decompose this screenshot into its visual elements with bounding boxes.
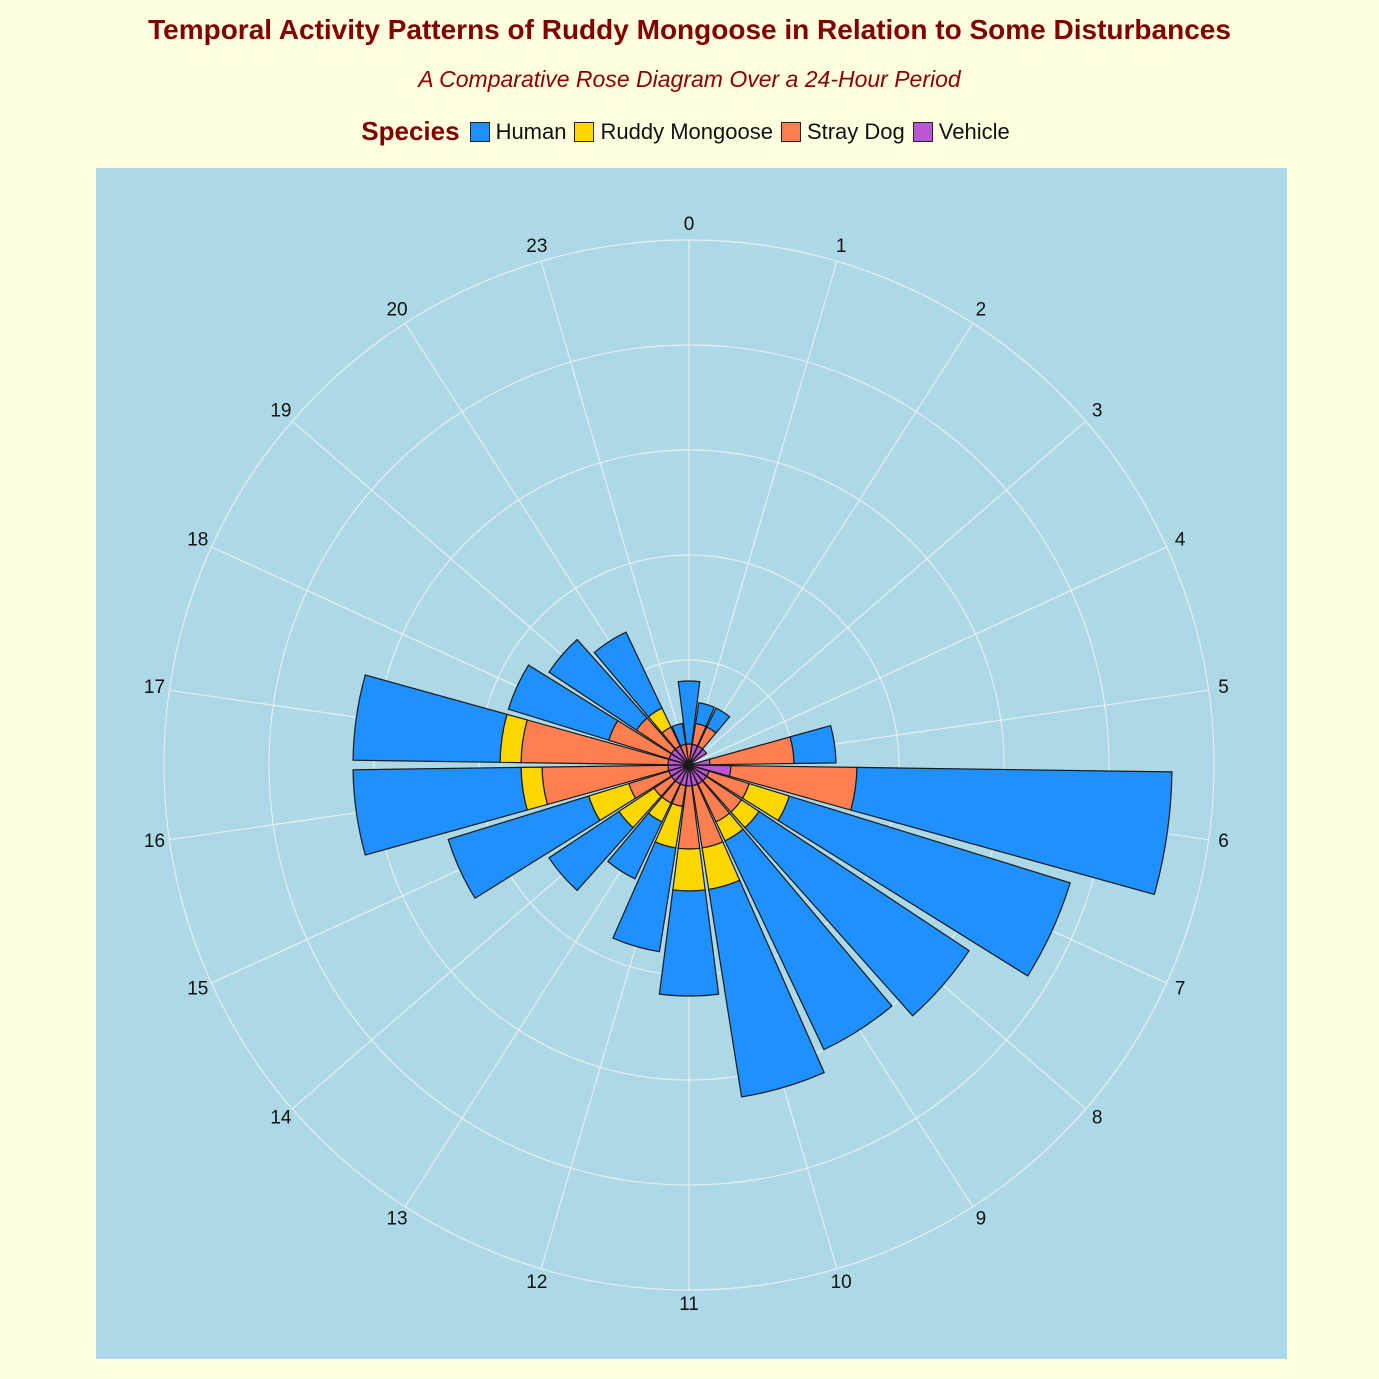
legend-label-ruddy-mongoose: Ruddy Mongoose (600, 118, 773, 144)
bar-human-hour-8 (744, 810, 970, 1017)
bar-human-hour-15 (447, 795, 601, 900)
legend-swatch-human (469, 121, 490, 142)
bar-human-hour-6 (850, 766, 1173, 896)
hour-label-5: 5 (1218, 677, 1229, 698)
bar-human-hour-13 (607, 812, 663, 880)
bar-vehicle-hour-3 (688, 748, 708, 766)
bar-human-hour-10 (708, 879, 825, 1098)
hour-label-12: 12 (526, 1272, 547, 1293)
hour-label-23: 23 (526, 236, 547, 257)
hour-label-17: 17 (144, 677, 165, 698)
plot-panel: 0 1 2 3 4 5 6 7 8 9 10 11 12 13 14 15 16 17 18 19 20 23 (96, 168, 1287, 1359)
legend-label-stray-dog: Stray Dog (806, 118, 905, 144)
hour-label-6: 6 (1218, 831, 1229, 852)
bar-human-hour-2 (706, 707, 731, 734)
bar-human-hour-19 (548, 638, 648, 732)
bar-ruddy-mongoose-hour-11 (672, 847, 706, 892)
legend-item-ruddy-mongoose: Ruddy Mongoose (574, 118, 773, 145)
legend-swatch-vehicle (912, 121, 933, 142)
bar-human-hour-11 (658, 889, 720, 997)
hour-label-10: 10 (831, 1272, 852, 1293)
legend-swatch-stray-dog (780, 121, 801, 142)
legend: Species Human Ruddy Mongoose Stray Dog V… (0, 116, 1379, 147)
hour-label-9: 9 (976, 1208, 987, 1229)
bar-human-hour-14 (548, 810, 634, 892)
bar-human-hour-1 (694, 702, 716, 728)
grid-spoke-2 (688, 323, 974, 766)
hour-label-1: 1 (836, 236, 847, 257)
grid-spoke-4 (688, 546, 1167, 766)
hour-label-7: 7 (1175, 978, 1186, 999)
grid-spoke-23 (540, 261, 690, 766)
chart-subtitle: A Comparative Rose Diagram Over a 24-Hou… (418, 66, 961, 92)
grid-spoke-3 (688, 420, 1087, 766)
bar-human-hour-16 (352, 766, 528, 856)
hour-label-3: 3 (1092, 400, 1103, 421)
rose-bars (352, 631, 1173, 1098)
bar-human-hour-7 (777, 795, 1071, 977)
hour-label-13: 13 (386, 1208, 407, 1229)
bar-human-hour-5 (789, 724, 837, 765)
legend-label-human: Human (495, 118, 567, 144)
grid-spoke-1 (688, 261, 838, 766)
legend-item-vehicle: Vehicle (912, 118, 1010, 145)
hour-label-8: 8 (1092, 1108, 1103, 1129)
hour-label-11: 11 (679, 1294, 699, 1315)
bar-human-hour-17 (352, 674, 508, 763)
hour-label-0: 0 (684, 214, 695, 235)
legend-item-human: Human (469, 118, 567, 145)
hour-label-14: 14 (270, 1108, 292, 1129)
bar-human-hour-9 (724, 828, 893, 1051)
hour-label-18: 18 (187, 530, 208, 551)
chart-title: Temporal Activity Patterns of Ruddy Mong… (148, 14, 1231, 45)
bar-stray-dog-hour-5 (708, 736, 795, 766)
legend-title: Species (361, 116, 460, 146)
legend-item-stray-dog: Stray Dog (780, 118, 905, 145)
legend-swatch-ruddy-mongoose (574, 121, 595, 142)
hour-label-4: 4 (1175, 530, 1186, 551)
bar-human-hour-20 (593, 631, 663, 718)
hour-label-16: 16 (144, 831, 165, 852)
bar-human-hour-23 (671, 722, 687, 747)
hour-label-2: 2 (976, 300, 987, 321)
hour-label-15: 15 (187, 978, 208, 999)
legend-label-vehicle: Vehicle (938, 118, 1010, 144)
bar-human-hour-12 (612, 841, 677, 953)
hour-label-19: 19 (270, 400, 291, 421)
bar-human-hour-0 (677, 680, 701, 745)
bar-human-hour-18 (507, 664, 619, 741)
hour-label-20: 20 (386, 300, 407, 321)
